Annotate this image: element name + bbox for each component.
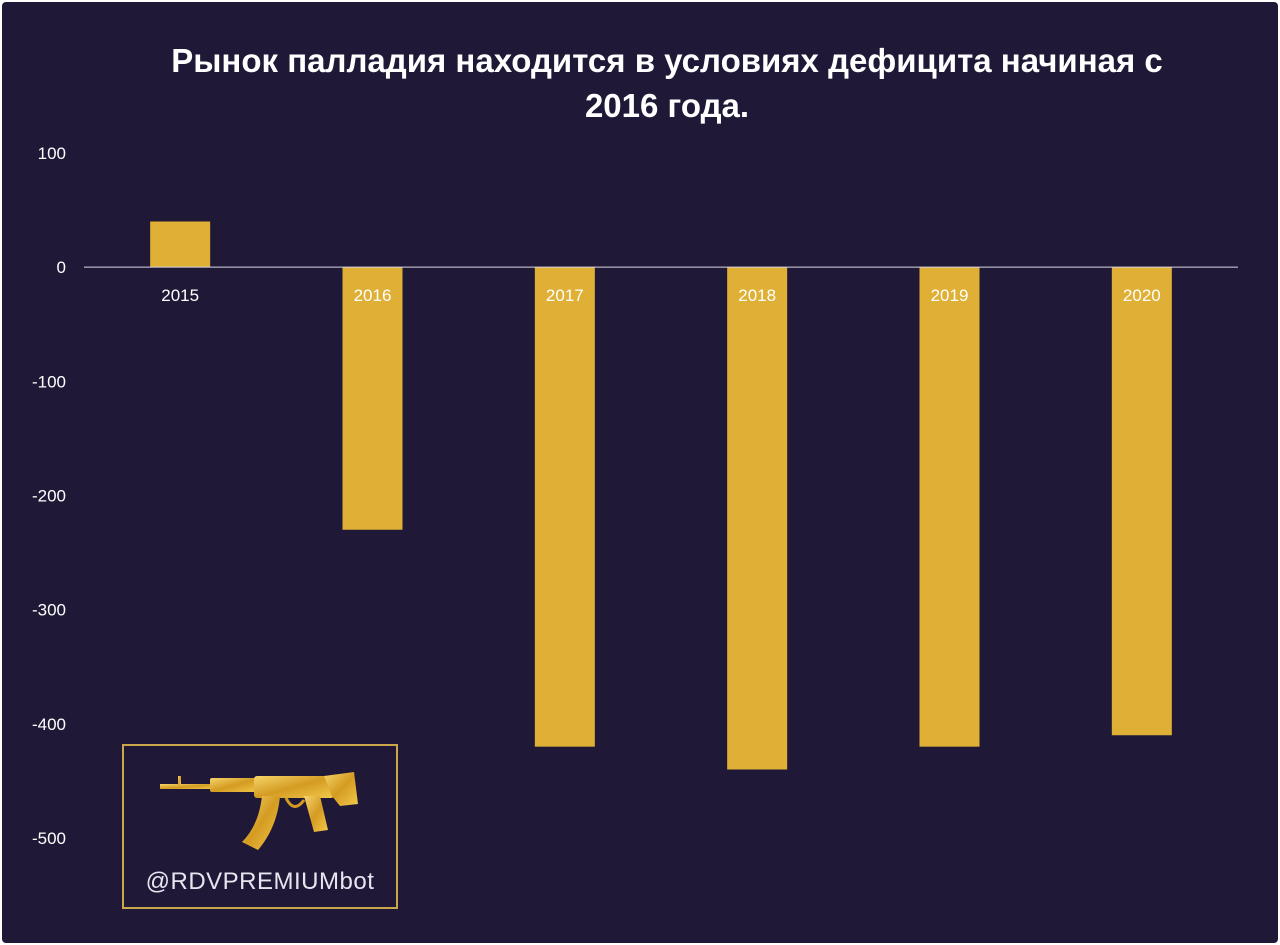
x-tick-label: 2015: [161, 286, 199, 305]
y-tick-label: 100: [38, 144, 66, 163]
x-tick-label: 2020: [1123, 286, 1161, 305]
x-tick-label: 2018: [738, 286, 776, 305]
x-tick-label: 2019: [931, 286, 969, 305]
y-tick-label: -100: [32, 372, 66, 391]
watermark-box: @RDVPREMIUMbot: [122, 744, 398, 909]
watermark-handle: @RDVPREMIUMbot: [145, 868, 375, 895]
y-tick-label: 0: [57, 258, 66, 277]
gold-rifle-icon: [160, 772, 358, 850]
bar-2016: [342, 267, 403, 530]
y-tick-label: -200: [32, 487, 66, 506]
bar-2017: [534, 267, 595, 747]
bar-2019: [919, 267, 980, 747]
y-tick-label: -300: [32, 601, 66, 620]
x-tick-label: 2017: [546, 286, 584, 305]
bar-2018: [727, 267, 788, 770]
y-tick-label: -400: [32, 715, 66, 734]
bar-2020: [1111, 267, 1172, 736]
bar-2015: [150, 221, 211, 268]
x-tick-label: 2016: [354, 286, 392, 305]
y-tick-label: -500: [32, 829, 66, 848]
chart-title: Рынок палладия находится в условиях дефи…: [171, 42, 1163, 124]
